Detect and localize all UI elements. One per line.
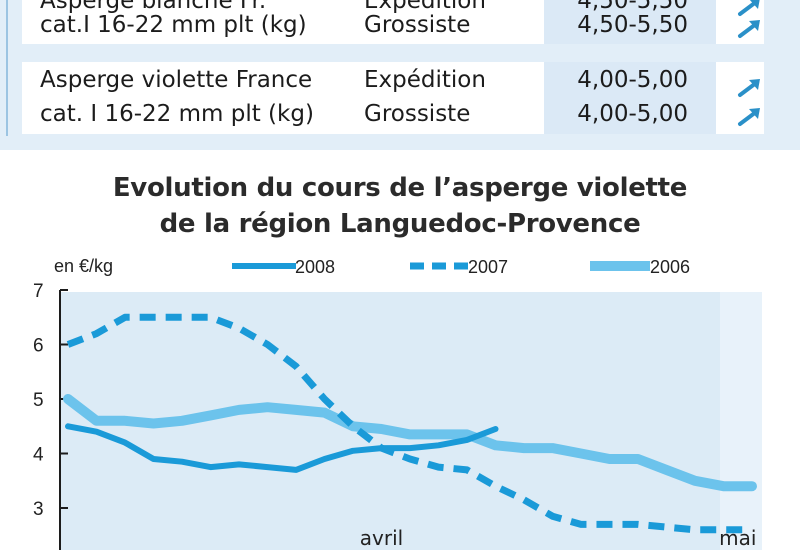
- trend-up-arrow-icon: [738, 108, 760, 126]
- table-row: [22, 62, 764, 134]
- product-cell: [22, 0, 316, 44]
- y-axis-label: en €/kg: [54, 256, 113, 276]
- product-name-line1: Asperge blanche Fr.: [40, 0, 267, 14]
- y-tick-label: 5: [33, 390, 44, 411]
- y-tick-label: 4: [33, 445, 44, 466]
- series-line-2008: [65, 423, 499, 473]
- market-label-line1: Expédition: [364, 67, 486, 93]
- price-value-line2: 4,00-5,00: [577, 101, 688, 127]
- product-name-line1: Asperge violette France: [40, 67, 313, 93]
- trend-up-arrow-icon: [738, 20, 760, 38]
- product-name-line2: cat. I 16-22 mm plt (kg): [40, 101, 314, 127]
- legend-label-2006: 2006: [650, 257, 690, 277]
- x-tick-label: mai: [719, 526, 756, 550]
- trend-up-arrow-icon: [738, 79, 760, 97]
- table-row: [22, 0, 764, 44]
- legend: 2008 2007 2006: [232, 257, 690, 277]
- y-tick-label: 3: [33, 499, 44, 520]
- price-table: Asperge blanche Fr. cat.I 16-22 mm plt (…: [0, 0, 800, 150]
- market-label-line1: Expédition: [364, 0, 486, 14]
- product-cell: [22, 62, 316, 134]
- price-cell: [544, 0, 716, 44]
- chart-title-line1: Evolution du cours de l’asperge violette: [112, 173, 688, 203]
- y-tick-label: 6: [33, 336, 44, 357]
- legend-label-2007: 2007: [468, 257, 508, 277]
- market-cell: [328, 62, 518, 134]
- series-layer: [63, 313, 757, 534]
- chart-title: Evolution du cours de l’asperge violette…: [0, 170, 800, 242]
- market-label-line2: Grossiste: [364, 12, 471, 38]
- series-line-2007: [66, 313, 752, 534]
- price-cell: [544, 62, 716, 134]
- product-name-line2: cat.I 16-22 mm plt (kg): [40, 12, 307, 38]
- market-label-line2: Grossiste: [364, 101, 471, 127]
- table-edge-line: [6, 0, 8, 136]
- plot-area-right-band: [720, 292, 762, 550]
- price-value-line1: 4,00-5,00: [577, 67, 688, 93]
- chart-title-line2: de la région Languedoc-Provence: [159, 209, 641, 239]
- legend-label-2008: 2008: [295, 257, 335, 277]
- trend-up-arrow-icon: [738, 0, 760, 16]
- x-tick-label: avril: [360, 526, 403, 550]
- y-tick-label: 7: [33, 281, 44, 302]
- y-axis: 234567: [33, 281, 68, 550]
- market-cell: [328, 0, 518, 44]
- price-value-line2: 4,50-5,50: [577, 12, 688, 38]
- price-value-line1: 4,50-5,50: [577, 0, 688, 14]
- x-axis: avril mai: [360, 526, 757, 550]
